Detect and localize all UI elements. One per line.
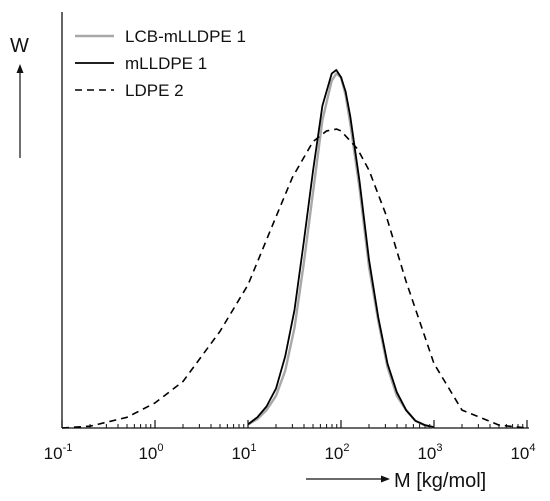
x-tick-base: 10 [510, 444, 529, 463]
x-tick-label: 102 [324, 442, 349, 463]
x-tick-labels: 10-1 100 101 102 103 104 [44, 442, 536, 463]
x-tick-label: 10-1 [44, 442, 73, 463]
legend-label-2: mLLDPE 1 [125, 54, 207, 73]
legend: LCB-mLLDPE 1 mLLDPE 1 LDPE 2 [75, 27, 246, 100]
x-tick-label: 103 [417, 442, 442, 463]
x-tick-label: 104 [510, 442, 535, 463]
axes [61, 12, 529, 429]
y-axis-label: W [10, 35, 29, 57]
x-tick-label: 101 [231, 442, 256, 463]
series-layer [61, 69, 528, 429]
x-tick-base: 10 [417, 444, 436, 463]
legend-label-1: LCB-mLLDPE 1 [125, 27, 246, 46]
x-tick-exponent: 3 [436, 442, 442, 454]
x-tick-label: 100 [138, 442, 163, 463]
x-tick-base: 10 [324, 444, 343, 463]
series-line-2 [247, 69, 435, 429]
x-tick-exponent: 1 [250, 442, 256, 454]
x-tick-exponent: 2 [343, 442, 349, 454]
x-tick-base: 10 [138, 444, 157, 463]
x-tick-exponent: -1 [63, 442, 73, 454]
axis-labels: W M [kg/mol] [10, 35, 486, 492]
x-axis-arrowhead [381, 475, 390, 483]
x-tick-exponent: 0 [157, 442, 163, 454]
x-tick-exponent: 4 [529, 442, 535, 454]
legend-label-3: LDPE 2 [125, 81, 184, 100]
x-tick-base: 10 [231, 444, 250, 463]
x-tick-base: 10 [44, 444, 63, 463]
series-line-1 [247, 72, 435, 429]
series-line-3 [61, 128, 528, 429]
y-axis-arrowhead [16, 64, 24, 73]
x-axis-label: M [kg/mol] [394, 470, 486, 492]
